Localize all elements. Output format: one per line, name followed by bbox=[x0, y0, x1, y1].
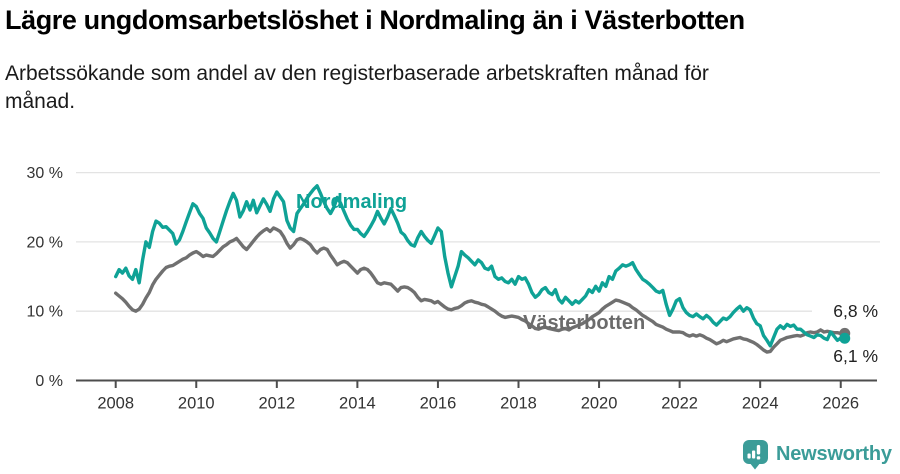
series-line-nordmaling bbox=[113, 184, 843, 348]
y-axis-tick-label: 30 % bbox=[27, 165, 63, 182]
series-end-value-label-nordmaling: 6,1 % bbox=[833, 346, 878, 366]
grid-group bbox=[76, 171, 880, 312]
newsworthy-icon bbox=[743, 440, 768, 470]
series-line-vasterbotten bbox=[113, 226, 843, 354]
y-axis-tick-label: 0 % bbox=[35, 373, 63, 390]
x-axis-tick-label: 2022 bbox=[661, 395, 698, 413]
axis-group: 0 % 10 % 20 % 30 % 2008 2010 2012 2014 2016 2018 2… bbox=[27, 165, 877, 413]
series-end-dot-nordmaling bbox=[839, 332, 851, 344]
x-axis-tick-label: 2008 bbox=[97, 395, 134, 413]
series-label-nordmaling: Nordmaling bbox=[296, 191, 407, 213]
x-axis-tick-label: 2012 bbox=[258, 395, 295, 413]
x-axis-tick-label: 2010 bbox=[178, 395, 215, 413]
x-axis-tick-label: 2020 bbox=[581, 395, 618, 413]
end-label-backing-vasterbotten bbox=[812, 302, 880, 321]
newsworthy-logo: Newsworthy bbox=[742, 439, 892, 470]
chart-title: Lägre ungdomsarbetslöshet i Nordmaling ä… bbox=[5, 5, 745, 35]
x-axis-tick-label: 2018 bbox=[500, 395, 537, 413]
y-axis-tick-label: 20 % bbox=[27, 234, 63, 251]
series-group bbox=[113, 184, 851, 354]
x-axis-tick-label: 2024 bbox=[742, 395, 779, 413]
chart-subtitle: Arbetssökande som andel av den registerb… bbox=[5, 60, 865, 116]
series-end-value-label-vasterbotten: 6,8 % bbox=[833, 301, 878, 321]
x-axis-tick-label: 2016 bbox=[420, 395, 457, 413]
series-label-vasterbotten: Västerbotten bbox=[523, 312, 645, 334]
line-chart: 0 % 10 % 20 % 30 % 2008 2010 2012 2014 2016 2018 2… bbox=[27, 165, 880, 413]
chart-subtitle-line-2: månad. bbox=[5, 89, 76, 113]
x-axis-tick-label: 2026 bbox=[822, 395, 859, 413]
x-axis-tick-label: 2014 bbox=[339, 395, 376, 413]
chart-subtitle-line-1: Arbetssökande som andel av den registerb… bbox=[5, 62, 709, 85]
label-group: Nordmaling Västerbotten 6,1 % 6,8 % bbox=[296, 191, 880, 366]
y-axis-tick-label: 10 % bbox=[27, 304, 63, 321]
newsworthy-brand-text: Newsworthy bbox=[776, 443, 892, 465]
end-label-backing-nordmaling bbox=[812, 347, 880, 366]
